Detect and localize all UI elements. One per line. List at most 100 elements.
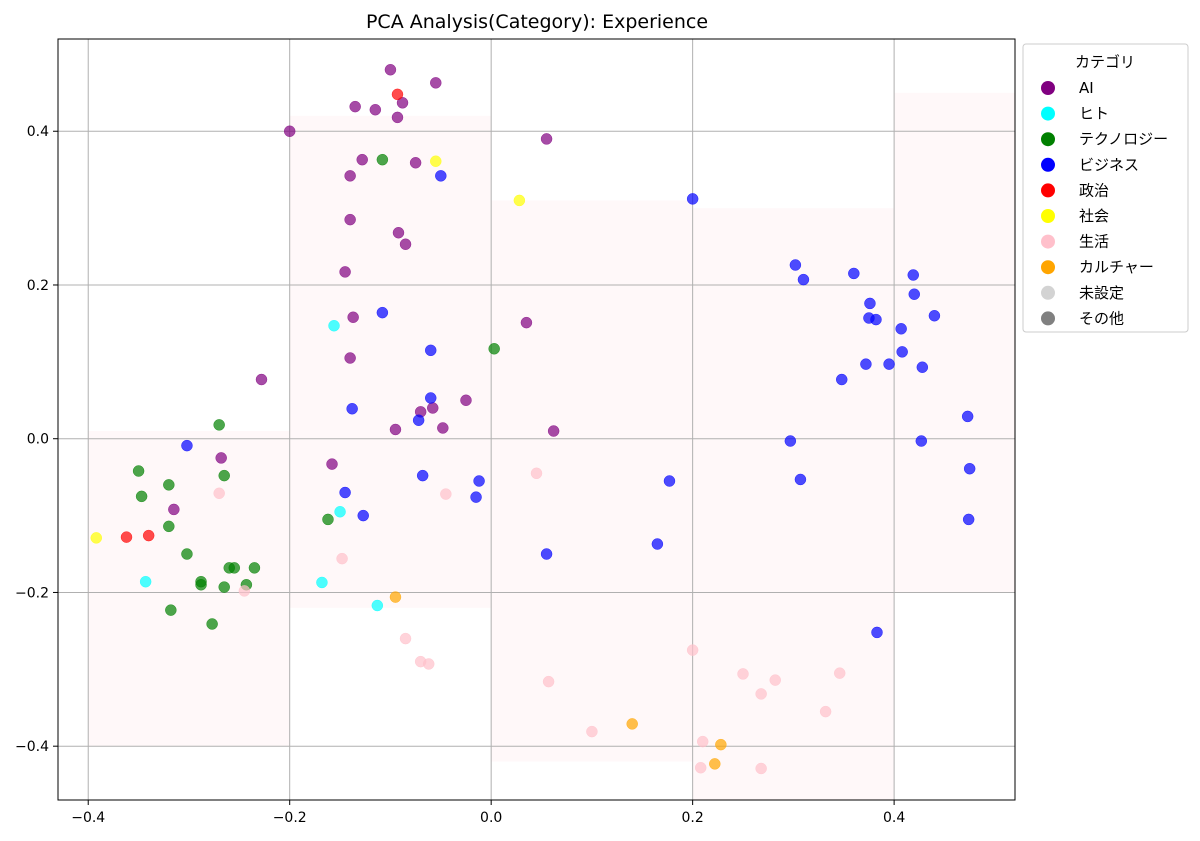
x-axis-ticks: −0.4 −0.2 0.0 0.2 0.4	[71, 800, 905, 826]
data-point	[218, 581, 230, 593]
data-point	[396, 97, 409, 109]
y-tick-label: 0.2	[27, 278, 49, 294]
data-point	[369, 103, 382, 116]
data-point	[409, 157, 422, 169]
data-point	[392, 226, 405, 239]
data-point	[797, 273, 810, 286]
grid-lines	[58, 39, 1015, 800]
data-point	[412, 414, 425, 427]
x-tick-label: 0.4	[883, 810, 905, 826]
background-band	[88, 431, 290, 747]
background-band	[692, 208, 895, 801]
data-point	[963, 462, 976, 475]
data-point	[326, 458, 338, 470]
data-point	[513, 194, 526, 207]
data-point	[399, 632, 412, 645]
plot-frame	[57, 38, 1016, 801]
data-point	[860, 358, 872, 370]
data-point	[961, 410, 974, 423]
background-band	[491, 200, 693, 762]
data-point	[755, 688, 767, 700]
data-point	[626, 718, 638, 730]
data-point	[346, 402, 358, 415]
x-tick-label: −0.4	[71, 810, 105, 826]
legend-label: その他	[1079, 309, 1124, 327]
legend-label: 社会	[1079, 207, 1109, 225]
legend-marker	[1041, 183, 1055, 198]
data-point	[139, 575, 152, 588]
data-point	[181, 548, 193, 560]
chart-title: PCA Analysis(Category): Experience	[366, 11, 708, 33]
data-point	[344, 170, 356, 182]
data-point	[709, 758, 721, 770]
data-point	[316, 576, 328, 589]
data-point	[389, 591, 402, 603]
data-point	[794, 473, 807, 486]
data-point	[755, 762, 767, 775]
data-point	[344, 352, 356, 364]
data-point	[835, 373, 848, 386]
legend-label: 生活	[1079, 233, 1109, 251]
data-point	[384, 63, 397, 76]
data-point	[336, 552, 348, 565]
data-point	[819, 705, 832, 718]
data-point	[696, 735, 709, 748]
data-point	[473, 475, 485, 487]
data-point	[132, 465, 145, 477]
data-point	[530, 467, 543, 480]
legend-label: テクノロジー	[1079, 130, 1168, 148]
data-point	[422, 658, 435, 670]
legend-marker	[1041, 157, 1055, 172]
data-point	[376, 306, 389, 319]
data-point	[430, 77, 442, 89]
data-point	[460, 394, 472, 407]
data-point	[163, 479, 175, 491]
data-point	[339, 266, 351, 278]
data-point	[907, 269, 920, 281]
data-point	[540, 548, 553, 560]
data-point	[376, 153, 389, 166]
data-point	[440, 488, 452, 500]
data-point	[871, 626, 883, 639]
legend-label: 政治	[1079, 181, 1109, 199]
data-point	[371, 599, 384, 612]
data-point	[864, 297, 876, 310]
data-point	[135, 490, 148, 503]
data-point	[651, 538, 664, 550]
data-point	[213, 419, 225, 431]
data-point	[430, 155, 442, 167]
data-point	[223, 562, 236, 574]
legend-label: AI	[1079, 79, 1094, 97]
data-point	[833, 667, 846, 679]
data-point	[399, 238, 412, 250]
data-point	[120, 531, 133, 543]
data-point	[416, 469, 429, 482]
x-tick-label: 0.2	[682, 810, 704, 826]
data-point	[870, 313, 882, 326]
data-point	[391, 111, 404, 124]
data-point	[896, 346, 908, 358]
legend-marker	[1041, 285, 1055, 300]
data-point	[165, 604, 177, 616]
data-point	[547, 425, 560, 437]
data-point	[424, 344, 437, 357]
legend-marker	[1041, 81, 1055, 95]
y-axis-ticks: −0.4 −0.2 0.0 0.2 0.4	[15, 124, 58, 755]
data-point	[334, 505, 346, 518]
data-point	[426, 402, 439, 414]
legend-marker	[1041, 234, 1055, 249]
data-point	[424, 392, 437, 404]
data-point	[686, 193, 699, 205]
y-tick-label: −0.4	[15, 739, 49, 755]
data-point	[347, 311, 359, 324]
legend-marker	[1041, 260, 1055, 275]
data-point	[470, 491, 482, 503]
y-tick-label: −0.2	[15, 585, 49, 601]
data-point	[357, 509, 369, 522]
data-point	[248, 562, 261, 574]
legend-label: カルチャー	[1079, 258, 1154, 276]
data-point	[916, 361, 929, 373]
